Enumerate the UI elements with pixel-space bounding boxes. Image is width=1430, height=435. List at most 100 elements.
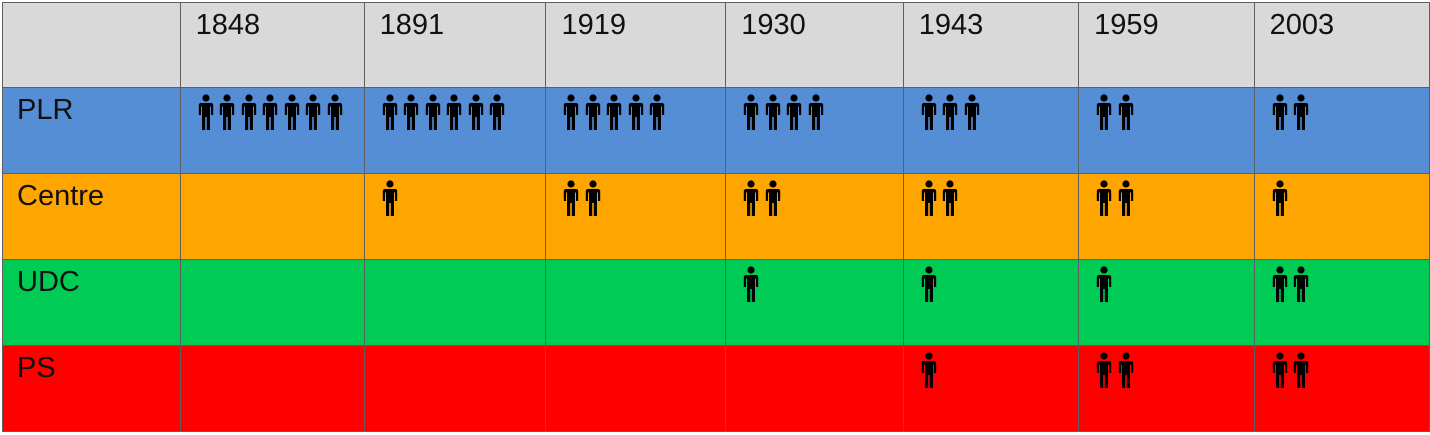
person-icon [919, 180, 941, 216]
year-label: 1891 [379, 9, 445, 41]
person-icon [196, 94, 218, 130]
seat-cell [363, 345, 547, 432]
party-row: UDC [2, 259, 1430, 346]
seat-icons [181, 261, 363, 267]
person-icon [1116, 94, 1138, 130]
seat-cell [363, 173, 547, 260]
seat-icons [1255, 175, 1428, 216]
person-icon [466, 94, 488, 130]
person-icon [325, 94, 347, 130]
person-icon [561, 94, 583, 130]
seat-icons [1080, 89, 1253, 130]
party-row: Centre [2, 173, 1430, 260]
person-icon [604, 94, 626, 130]
person-icon [380, 94, 402, 130]
seat-icons [727, 261, 903, 302]
seat-icons [1080, 347, 1253, 388]
seat-icons [181, 347, 363, 353]
seat-cell [902, 173, 1080, 260]
seat-cell [179, 259, 365, 346]
year-header: 1891 [363, 2, 547, 88]
seat-cell [179, 345, 365, 432]
seat-cell [1253, 345, 1430, 432]
party-label-cell: PS [2, 345, 181, 432]
seat-cell [725, 345, 904, 432]
person-icon [1270, 352, 1292, 388]
year-label: 1959 [1094, 9, 1159, 41]
seat-cell [725, 259, 904, 346]
seat-icons [1255, 347, 1428, 388]
person-icon [741, 94, 763, 130]
person-icon [1291, 266, 1313, 302]
person-icon [380, 180, 402, 216]
person-icon [962, 94, 984, 130]
seat-cell [725, 173, 904, 260]
person-icon [919, 94, 941, 130]
person-icon [1094, 180, 1116, 216]
year-header: 1919 [545, 2, 727, 88]
person-icon [239, 94, 261, 130]
seat-icons [727, 175, 903, 216]
year-header: 1959 [1078, 2, 1255, 88]
person-icon [303, 94, 325, 130]
person-icon [784, 94, 806, 130]
person-icon [401, 94, 423, 130]
person-icon [626, 94, 648, 130]
seat-icons [904, 261, 1077, 302]
year-label: 1848 [195, 9, 261, 41]
party-label: UDC [17, 266, 80, 298]
party-label: PLR [17, 94, 74, 126]
seat-icons [904, 89, 1077, 130]
person-icon [940, 180, 962, 216]
person-icon [1270, 180, 1292, 216]
person-icon [282, 94, 304, 130]
party-row: PLR [2, 87, 1430, 174]
seat-cell [545, 173, 727, 260]
year-header: 1943 [902, 2, 1080, 88]
person-icon [260, 94, 282, 130]
year-label: 1943 [918, 9, 984, 41]
seat-cell [363, 259, 547, 346]
seat-icons [904, 175, 1077, 216]
person-icon [1094, 266, 1116, 302]
seat-cell [1078, 87, 1255, 174]
seat-icons [365, 175, 545, 216]
seat-icons [727, 347, 903, 353]
seat-cell [1078, 259, 1255, 346]
person-icon [583, 94, 605, 130]
party-label-cell: PLR [2, 87, 181, 174]
seat-cell [1078, 173, 1255, 260]
seat-cell [1078, 345, 1255, 432]
seat-cell [902, 87, 1080, 174]
seat-icons [1255, 261, 1428, 302]
year-label: 1919 [561, 9, 626, 41]
seat-cell [545, 345, 727, 432]
seat-icons [547, 89, 725, 130]
person-icon [919, 352, 941, 388]
seat-cell [1253, 259, 1430, 346]
seat-cell [179, 173, 365, 260]
party-row: PS [2, 345, 1430, 432]
year-label: 2003 [1269, 9, 1335, 41]
person-icon [1291, 352, 1313, 388]
party-label-cell: UDC [2, 259, 181, 346]
person-icon [806, 94, 828, 130]
seat-icons [547, 261, 725, 267]
seat-icons [547, 347, 725, 353]
person-icon [561, 180, 583, 216]
seat-icons [365, 347, 545, 353]
person-icon [583, 180, 605, 216]
seat-cell [1253, 87, 1430, 174]
person-icon [1116, 352, 1138, 388]
seat-cell [1253, 173, 1430, 260]
seat-cell [902, 345, 1080, 432]
year-header: 1930 [725, 2, 904, 88]
seat-cell [902, 259, 1080, 346]
seat-cell [179, 87, 365, 174]
seat-icons [181, 89, 363, 130]
seat-icons [1080, 261, 1253, 302]
seat-icons [365, 89, 545, 130]
person-icon [1270, 266, 1292, 302]
party-label: Centre [17, 180, 105, 212]
